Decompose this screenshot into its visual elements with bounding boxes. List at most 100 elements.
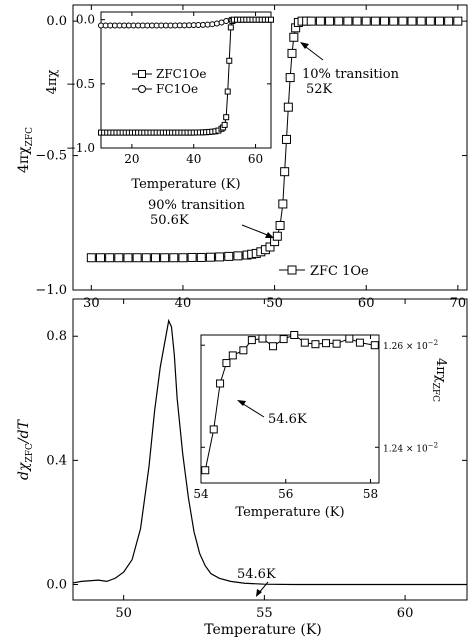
data-point-square	[223, 114, 230, 121]
top-inset-legend-marker-fc	[138, 85, 146, 93]
top-inset-y-ticks: 0.0 −0.5 −1.0	[66, 13, 271, 155]
top-legend: ZFC 1Oe	[279, 264, 369, 279]
data-point-square	[425, 16, 435, 26]
x-tick-label: 60	[248, 152, 263, 166]
data-point-square	[258, 334, 267, 343]
data-point-square	[283, 102, 293, 112]
y-tick-label: 0.0	[46, 577, 67, 592]
top-inset-legend-label-zfc: ZFC1Oe	[156, 67, 206, 81]
data-point-square	[306, 16, 316, 26]
y-tick-label: −1.0	[66, 141, 95, 155]
data-point-square	[275, 220, 285, 230]
data-point-square	[221, 121, 228, 128]
x-tick-label: 54	[193, 487, 209, 501]
series-line	[72, 318, 467, 586]
data-point-square	[247, 336, 256, 345]
top-x-ticks: 30 40 50 60 70	[83, 5, 466, 311]
data-point-square	[352, 16, 362, 26]
top-y-axis-label: 4πχZFC	[16, 127, 35, 173]
data-point-square	[160, 253, 170, 263]
top-legend-label: ZFC 1Oe	[310, 264, 369, 279]
bottom-y-ticks: 0.0 0.4 0.8	[46, 329, 467, 592]
data-point-square	[311, 340, 320, 349]
data-point-square	[209, 425, 218, 434]
x-tick-label: 50	[266, 296, 283, 311]
top-annotation-10pct-temp: 52K	[306, 82, 333, 97]
bottom-inset-annotation-arrow	[239, 401, 265, 418]
data-point-square	[215, 252, 225, 262]
data-point-square	[216, 379, 225, 388]
data-point-square	[205, 252, 215, 262]
data-point-square	[281, 134, 291, 144]
data-point-square	[95, 253, 105, 263]
data-point-square	[169, 253, 179, 263]
data-point-square	[224, 88, 231, 95]
data-point-square	[345, 334, 354, 343]
y-tick-label: −0.5	[35, 149, 67, 164]
x-tick-label: 60	[397, 606, 414, 621]
data-point-square	[150, 253, 160, 263]
data-point-square	[334, 16, 344, 26]
data-point-square	[300, 338, 309, 347]
data-point-square	[355, 338, 364, 347]
x-tick-label: 60	[358, 296, 375, 311]
y-tick-label: 0.0	[76, 13, 95, 27]
data-point-square	[132, 253, 142, 263]
y-tick-label: 1.24 × 10−2	[383, 441, 438, 454]
data-point-square	[196, 252, 206, 262]
y-tick-label: 1.26 × 10−2	[383, 339, 438, 352]
data-point-square	[285, 73, 295, 83]
bottom-inset-annotation-label: 54.6K	[268, 412, 307, 427]
data-point-square	[224, 251, 234, 261]
data-point-square	[361, 16, 371, 26]
data-point-square	[416, 16, 426, 26]
bottom-inset: 54 56 58 1.26 × 10−2 1.24 × 10−2 Temperatur…	[193, 331, 448, 520]
bottom-annotation-arrowhead	[256, 589, 262, 597]
top-inset-y-axis-label: 4πχ	[45, 70, 60, 95]
top-inset-x-ticks: 20 40 60	[124, 12, 263, 166]
bottom-inset-annotation-arrowhead	[237, 400, 246, 406]
data-point-square	[187, 252, 197, 262]
x-tick-label: 55	[256, 606, 273, 621]
data-point-square	[343, 16, 353, 26]
bottom-y-axis-label: dχZFC/dT	[16, 418, 35, 480]
top-annotation-10pct-arrowhead	[300, 42, 309, 49]
x-tick-label: 30	[83, 296, 100, 311]
data-point-square	[435, 16, 445, 26]
bottom-inset-background	[201, 335, 379, 483]
top-y-ticks: 0.0 −0.5−1.0	[35, 14, 467, 298]
data-point-square	[453, 16, 463, 26]
data-point-square	[287, 48, 297, 58]
x-tick-label: 40	[186, 152, 201, 166]
data-point-square	[239, 346, 248, 355]
top-annotation-10pct-label: 10% transition	[302, 67, 400, 82]
data-point-square	[332, 339, 341, 348]
data-point-square	[222, 359, 231, 368]
top-inset-legend-marker-zfc	[138, 70, 146, 78]
top-zfc-series	[86, 16, 463, 263]
data-point-square	[322, 339, 331, 348]
top-inset-legend-label-fc: FC1Oe	[156, 82, 198, 96]
y-tick-label: 0.4	[46, 453, 67, 468]
data-point-square	[227, 24, 234, 31]
data-point-square	[233, 251, 243, 261]
data-point-square	[279, 335, 288, 344]
top-panel: 30 40 50 60 70 0.0−0.5−1.0 4πχZFC 10% transi…	[16, 4, 468, 311]
data-point-square	[268, 16, 274, 23]
data-point-square	[86, 253, 96, 263]
bottom-x-axis-label: Temperature (K)	[204, 622, 322, 638]
bottom-x-ticks: 50 55 60	[115, 299, 413, 621]
bottom-inset-zfc-series	[201, 331, 379, 475]
bottom-inset-x-ticks: 54 56 58	[193, 335, 378, 501]
data-point-square	[398, 16, 408, 26]
data-point-square	[389, 16, 399, 26]
data-point-square	[226, 57, 233, 64]
data-point-square	[201, 466, 210, 475]
top-annotation-90pct-arrowhead	[265, 232, 274, 238]
bottom-plot-frame	[72, 298, 468, 601]
top-inset-frame	[100, 11, 272, 149]
data-point-square	[444, 16, 454, 26]
x-tick-label: 20	[124, 152, 139, 166]
top-inset-background	[101, 12, 271, 148]
